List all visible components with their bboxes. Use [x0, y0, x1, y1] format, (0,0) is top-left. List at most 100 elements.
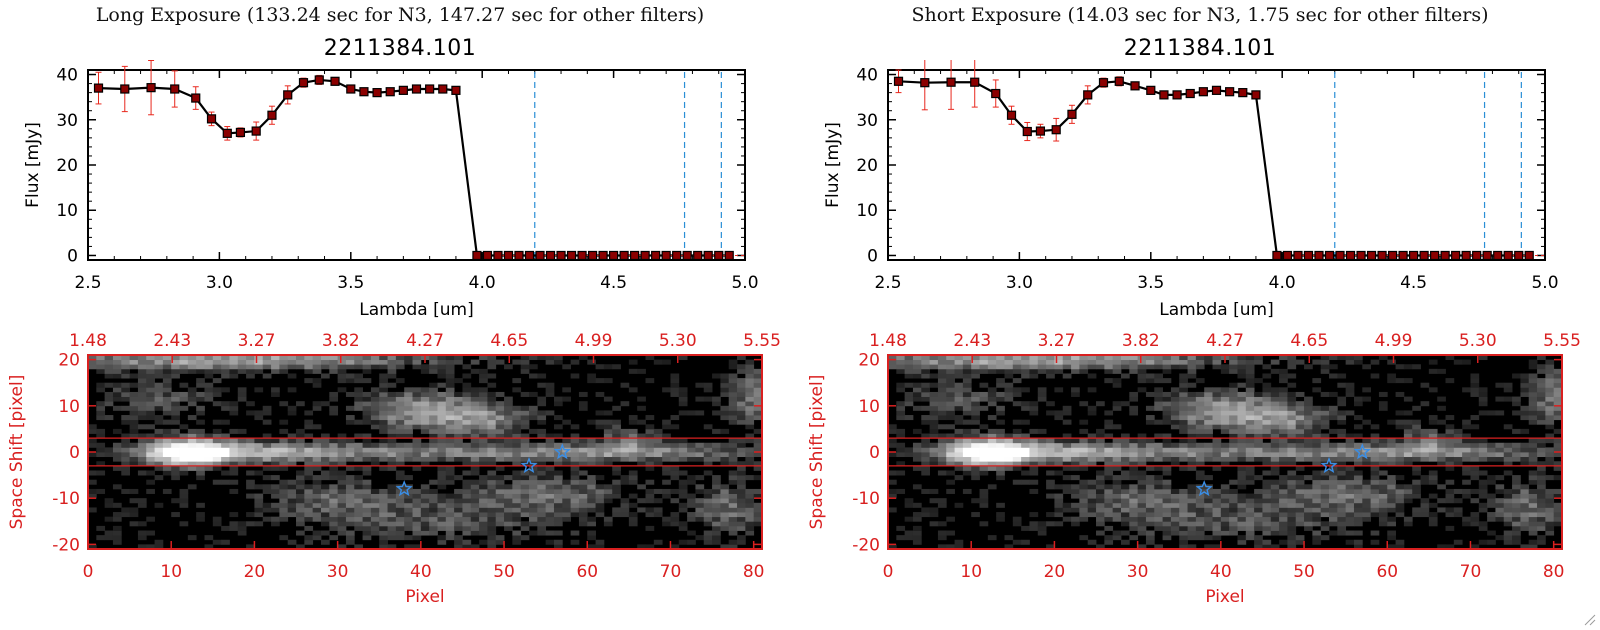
image-pixel: [1245, 493, 1255, 499]
image-pixel: [1520, 512, 1530, 518]
image-pixel: [628, 479, 638, 485]
image-pixel: [512, 424, 522, 430]
image-pixel: [512, 410, 522, 416]
image-pixel: [179, 405, 189, 411]
image-pixel: [329, 438, 339, 444]
image-pixel: [171, 498, 180, 504]
image-pixel: [529, 465, 538, 471]
image-pixel: [1345, 442, 1355, 448]
image-pixel: [1495, 382, 1505, 388]
top-tick-label: 5.30: [1459, 331, 1497, 351]
image-pixel: [1112, 530, 1122, 536]
image-pixel: [137, 461, 147, 467]
data-point: [1211, 85, 1222, 95]
image-pixel: [1320, 419, 1330, 425]
image-pixel: [96, 368, 106, 374]
image-pixel: [1320, 424, 1330, 430]
image-pixel: [912, 465, 922, 471]
image-pixel: [1270, 452, 1280, 458]
image-pixel: [279, 465, 289, 471]
image-pixel: [1245, 396, 1255, 402]
image-pixel: [962, 456, 972, 462]
image-pixel: [1453, 456, 1463, 462]
image-pixel: [971, 410, 980, 416]
image-pixel: [1262, 479, 1272, 485]
image-pixel: [420, 484, 430, 490]
y-tick-label: 30: [56, 111, 78, 131]
image-pixel: [370, 401, 380, 407]
image-pixel: [1295, 512, 1305, 518]
top-tick-label: 2.43: [153, 331, 191, 351]
image-pixel: [1021, 433, 1030, 439]
image-pixel: [1229, 359, 1238, 365]
image-pixel: [395, 415, 405, 421]
image-pixel: [578, 452, 588, 458]
image-pixel: [1470, 516, 1480, 522]
image-pixel: [404, 433, 413, 439]
image-pixel: [645, 442, 655, 448]
image-pixel: [1179, 535, 1188, 541]
image-pixel: [662, 438, 671, 444]
image-pixel: [1279, 475, 1288, 481]
image-pixel: [96, 488, 106, 494]
image-pixel: [1162, 456, 1172, 462]
image-pixel: [246, 461, 255, 467]
image-pixel: [1129, 447, 1139, 453]
image-pixel: [1270, 465, 1280, 471]
image-pixel: [171, 470, 180, 476]
top-tick-label: 3.82: [322, 331, 360, 351]
image-pixel: [520, 507, 530, 513]
image-pixel: [470, 502, 480, 508]
image-pixel: [412, 387, 422, 393]
y-tick-label: 20: [856, 156, 878, 176]
image-pixel: [179, 391, 189, 397]
image-pixel: [1112, 512, 1122, 518]
image-pixel: [971, 359, 980, 365]
image-pixel: [1054, 521, 1064, 527]
image-pixel: [379, 410, 388, 416]
image-pixel: [1179, 452, 1188, 458]
image-pixel: [737, 470, 746, 476]
image-pixel: [1312, 456, 1322, 462]
image-pixel: [345, 521, 355, 527]
image-pixel: [420, 488, 430, 494]
image-pixel: [204, 456, 214, 462]
image-pixel: [495, 410, 505, 416]
image-pixel: [487, 452, 497, 458]
image-pixel: [1470, 456, 1480, 462]
image-pixel: [487, 539, 497, 545]
image-pixel: [1320, 442, 1330, 448]
image-pixel: [1220, 410, 1230, 416]
image-pixel: [271, 442, 280, 448]
image-pixel: [637, 461, 646, 467]
image-pixel: [1187, 391, 1197, 397]
image-pixel: [129, 410, 139, 416]
image-pixel: [370, 442, 380, 448]
image-pixel: [1262, 433, 1272, 439]
image-pixel: [520, 442, 530, 448]
image-pixel: [162, 391, 172, 397]
image-pixel: [1395, 488, 1405, 494]
image-pixel: [512, 484, 522, 490]
image-pixel: [171, 512, 180, 518]
image-pixel: [1453, 452, 1463, 458]
image-pixel: [1104, 512, 1114, 518]
resize-grip-icon[interactable]: [1582, 612, 1596, 626]
image-pixel: [553, 359, 563, 365]
image-pixel: [1528, 391, 1538, 397]
image-pixel: [479, 424, 488, 430]
image-pixel: [628, 415, 638, 421]
y-tick-label: -10: [52, 489, 80, 509]
image-pixel: [1520, 387, 1530, 393]
image-pixel: [1337, 396, 1347, 402]
image-pixel: [1487, 447, 1496, 453]
image-pixel: [179, 433, 189, 439]
image-pixel: [1262, 512, 1272, 518]
image-pixel: [595, 364, 605, 370]
image-pixel: [337, 461, 347, 467]
image-pixel: [387, 433, 397, 439]
image-pixel: [1179, 544, 1188, 550]
data-point: [724, 250, 734, 261]
image-pixel: [1428, 512, 1438, 518]
image-pixel: [370, 507, 380, 513]
